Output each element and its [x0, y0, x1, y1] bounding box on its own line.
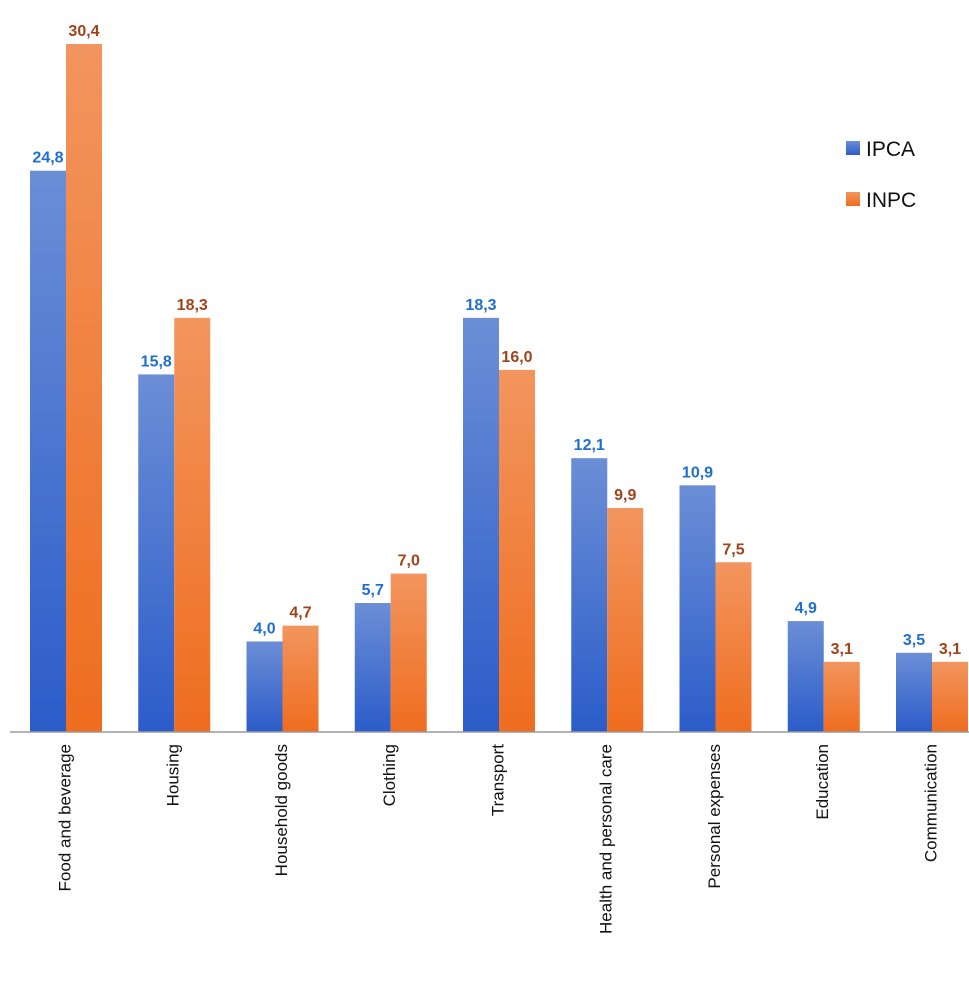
bars-group — [30, 44, 968, 733]
bar-inpc-health-and-personal-care — [607, 507, 644, 732]
legend-label-inpc: INPC — [866, 189, 916, 212]
value-label-inpc-food-and-beverage: 30,4 — [68, 23, 99, 40]
value-label-ipca-health-and-personal-care: 12,1 — [574, 437, 605, 454]
bar-ipca-communication — [896, 652, 932, 732]
bar-inpc-food-and-beverage — [66, 44, 102, 732]
bar-inpc-housing — [174, 317, 211, 732]
bar-ipca-household-goods — [246, 641, 283, 732]
category-labels-group: Food and beverage Housing Household goods C… — [55, 744, 940, 934]
value-label-inpc-education: 3,1 — [831, 641, 853, 658]
category-label-personal-expenses: Personal expenses — [705, 744, 724, 889]
value-label-ipca-clothing: 5,7 — [362, 582, 384, 599]
value-label-ipca-food-and-beverage: 24,8 — [32, 150, 63, 167]
bar-inpc-personal-expenses — [715, 562, 752, 732]
bar-ipca-education — [787, 621, 824, 732]
bar-ipca-health-and-personal-care — [571, 458, 608, 732]
value-label-ipca-transport: 18,3 — [465, 297, 496, 314]
category-label-clothing: Clothing — [380, 744, 399, 806]
bar-ipca-personal-expenses — [679, 485, 716, 732]
category-label-health-and-personal-care: Health and personal care — [597, 744, 616, 934]
value-label-ipca-education: 4,9 — [795, 600, 817, 617]
bar-ipca-housing — [138, 374, 175, 732]
value-label-inpc-communication: 3,1 — [939, 641, 961, 658]
bar-inpc-clothing — [390, 573, 427, 732]
legend-label-ipca: IPCA — [866, 138, 915, 161]
bar-inpc-household-goods — [282, 625, 319, 732]
legend-swatch-ipca — [846, 141, 860, 155]
value-label-ipca-personal-expenses: 10,9 — [682, 464, 713, 481]
value-label-inpc-transport: 16,0 — [501, 349, 532, 366]
legend: IPCA INPC — [846, 138, 916, 212]
value-label-ipca-communication: 3,5 — [903, 632, 925, 649]
category-label-communication: Communication — [921, 744, 940, 862]
value-label-inpc-household-goods: 4,7 — [289, 605, 311, 622]
bar-ipca-clothing — [354, 603, 391, 732]
value-label-inpc-health-and-personal-care: 9,9 — [614, 487, 636, 504]
bar-ipca-transport — [463, 317, 499, 732]
category-label-food-and-beverage: Food and beverage — [55, 744, 74, 891]
category-label-transport: Transport — [488, 744, 507, 816]
bar-inpc-communication — [932, 661, 968, 732]
category-label-education: Education — [813, 744, 832, 820]
value-label-inpc-housing: 18,3 — [177, 297, 208, 314]
value-label-inpc-personal-expenses: 7,5 — [722, 541, 744, 558]
category-label-housing: Housing — [164, 744, 183, 806]
value-label-ipca-household-goods: 4,0 — [253, 620, 275, 637]
legend-swatch-inpc — [846, 192, 860, 206]
value-label-inpc-clothing: 7,0 — [398, 553, 420, 570]
value-label-ipca-housing: 15,8 — [141, 353, 172, 370]
category-label-household-goods: Household goods — [272, 744, 291, 876]
value-labels-group: 24,8 30,4 15,8 18,3 4,0 4,7 5,7 7,0 18,3 16,0 12,1… — [32, 23, 961, 658]
bar-inpc-transport — [499, 369, 535, 732]
bar-ipca-food-and-beverage — [30, 170, 66, 733]
bar-inpc-education — [823, 661, 860, 732]
